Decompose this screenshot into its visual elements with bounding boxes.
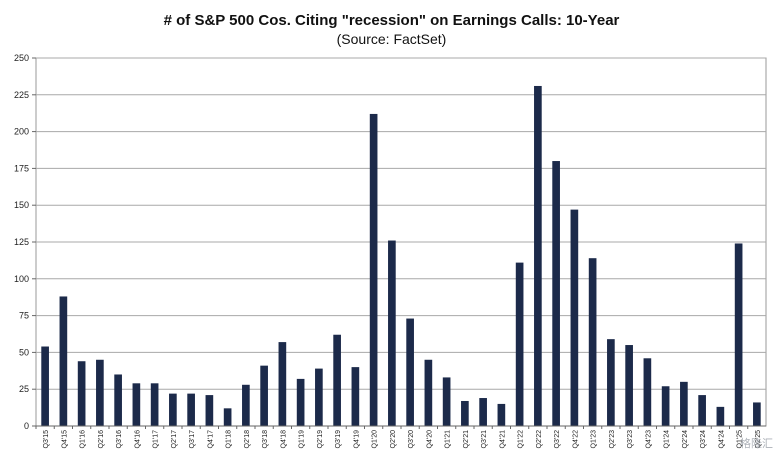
bar — [734, 243, 743, 426]
x-tick-label: Q2'19 — [317, 430, 324, 449]
bar — [625, 345, 633, 426]
bar — [41, 346, 49, 426]
bar — [588, 258, 597, 426]
x-tick-label: Q2'20 — [390, 430, 397, 449]
bar — [680, 381, 688, 426]
x-tick-label: Q2'25 — [755, 430, 762, 449]
bar — [388, 240, 396, 426]
bar — [223, 408, 232, 426]
bar — [205, 395, 214, 426]
x-tick-label: Q1'17 — [153, 430, 160, 449]
x-tick-label: Q1'18 — [226, 430, 233, 449]
bar — [570, 209, 579, 426]
x-tick-label: Q3'23 — [627, 430, 634, 449]
x-tick-label: Q3'22 — [554, 430, 561, 449]
bar — [607, 339, 615, 426]
x-tick-label: Q3'17 — [189, 430, 196, 449]
x-tick-label: Q2'16 — [98, 430, 105, 449]
bar — [534, 85, 542, 426]
y-tick-label: 250 — [14, 53, 29, 63]
x-tick-label: Q2'21 — [463, 430, 470, 449]
bar — [59, 296, 68, 426]
x-tick-label: Q3'16 — [116, 430, 123, 449]
x-tick-label: Q4'18 — [280, 430, 287, 449]
x-tick-label: Q4'15 — [61, 430, 68, 449]
bar — [169, 393, 177, 426]
x-tick-label: Q4'23 — [645, 430, 652, 449]
x-tick-label: Q4'17 — [207, 430, 214, 449]
bar — [716, 406, 725, 426]
x-tick-label: Q4'16 — [134, 430, 141, 449]
x-tick-label: Q2'24 — [682, 430, 689, 449]
bar — [424, 359, 433, 426]
x-tick-label: Q1'23 — [591, 430, 598, 449]
x-tick-label: Q3'19 — [335, 430, 342, 449]
y-tick-label: 150 — [14, 200, 29, 210]
y-tick-label: 200 — [14, 127, 29, 137]
bar — [333, 334, 341, 426]
y-tick-label: 125 — [14, 237, 29, 247]
bar — [643, 358, 652, 426]
bar — [150, 383, 159, 426]
x-tick-label: Q4'20 — [426, 430, 433, 449]
bar — [515, 262, 524, 426]
bar — [260, 365, 268, 426]
x-tick-label: Q4'19 — [353, 430, 360, 449]
y-tick-label: 175 — [14, 163, 29, 173]
y-tick-label: 225 — [14, 90, 29, 100]
watermark-logo: 格隆汇 — [740, 438, 773, 450]
bar — [132, 383, 141, 426]
x-tick-label: Q1'19 — [299, 430, 306, 449]
bar — [351, 367, 360, 426]
bar — [661, 386, 670, 426]
bar — [278, 342, 287, 426]
x-tick-label: Q2'22 — [536, 430, 543, 449]
bar — [77, 361, 86, 426]
chart-subtitle: (Source: FactSet) — [336, 31, 447, 47]
x-tick-label: Q1'22 — [518, 430, 525, 449]
x-tick-label: Q2'23 — [609, 430, 616, 449]
bar — [369, 113, 378, 426]
x-tick-label: Q1'24 — [664, 430, 671, 449]
x-tick-label: Q3'20 — [408, 430, 415, 449]
bar — [406, 318, 414, 426]
bar — [242, 384, 250, 426]
y-tick-label: 50 — [19, 347, 29, 357]
bar — [479, 398, 487, 426]
chart-title: # of S&P 500 Cos. Citing "recession" on … — [163, 12, 620, 29]
x-tick-label: Q4'21 — [499, 430, 506, 449]
x-tick-label: Q1'21 — [445, 430, 452, 449]
x-tick-label: Q3'21 — [481, 430, 488, 449]
x-tick-label: Q1'16 — [80, 430, 87, 449]
y-tick-label: 100 — [14, 274, 29, 284]
y-tick-label: 25 — [19, 384, 29, 394]
bar — [497, 403, 506, 426]
x-tick-label: Q4'24 — [718, 430, 725, 449]
bar — [187, 393, 195, 426]
y-tick-label: 75 — [19, 311, 29, 321]
x-tick-label: Q4'22 — [572, 430, 579, 449]
bar — [296, 378, 305, 426]
y-tick-label: 0 — [24, 421, 29, 431]
bar — [96, 359, 104, 426]
x-tick-label: Q3'18 — [262, 430, 269, 449]
x-tick-label: Q1'20 — [372, 430, 379, 449]
bar — [698, 395, 706, 426]
x-tick-label: Q2'17 — [171, 430, 178, 449]
bar — [552, 161, 560, 427]
bar — [753, 402, 761, 426]
bar — [442, 377, 451, 426]
x-tick-label: Q2'18 — [244, 430, 251, 449]
bar — [461, 400, 469, 426]
x-tick-label: Q3'24 — [700, 430, 707, 449]
x-tick-label: Q3'15 — [43, 430, 50, 449]
bar — [315, 368, 323, 426]
x-tick-label: Q1'25 — [737, 430, 744, 449]
bar — [114, 374, 122, 426]
